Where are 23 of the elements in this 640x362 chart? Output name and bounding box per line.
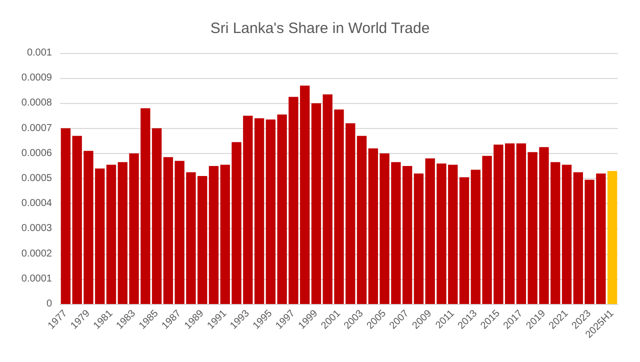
bar <box>516 143 526 304</box>
y-tick-label: 0.001 <box>26 48 52 58</box>
y-tick-label: 0.0002 <box>21 248 52 260</box>
bar <box>152 128 162 304</box>
bar <box>414 173 424 304</box>
bar <box>459 177 470 304</box>
y-tick-label: 0.0006 <box>21 148 52 159</box>
bar <box>208 166 219 304</box>
bar <box>607 170 618 304</box>
y-tick-label: 0.0005 <box>21 173 52 184</box>
bar <box>106 164 116 304</box>
bar <box>562 164 572 304</box>
bar <box>311 103 322 304</box>
y-tick-label: 0.0003 <box>21 223 52 234</box>
chart-title: Sri Lanka's Share in World Trade <box>210 20 430 37</box>
y-tick-label: 0.0008 <box>21 98 52 109</box>
y-tick-label: 0.0004 <box>21 198 52 210</box>
y-tick-label: 0.0001 <box>21 273 52 284</box>
y-tick-label: 0.0009 <box>21 72 52 84</box>
y-tick-label: 0.0007 <box>21 122 52 134</box>
y-tick-label: 0 <box>46 298 52 310</box>
bar <box>254 118 264 304</box>
bar <box>356 136 367 304</box>
